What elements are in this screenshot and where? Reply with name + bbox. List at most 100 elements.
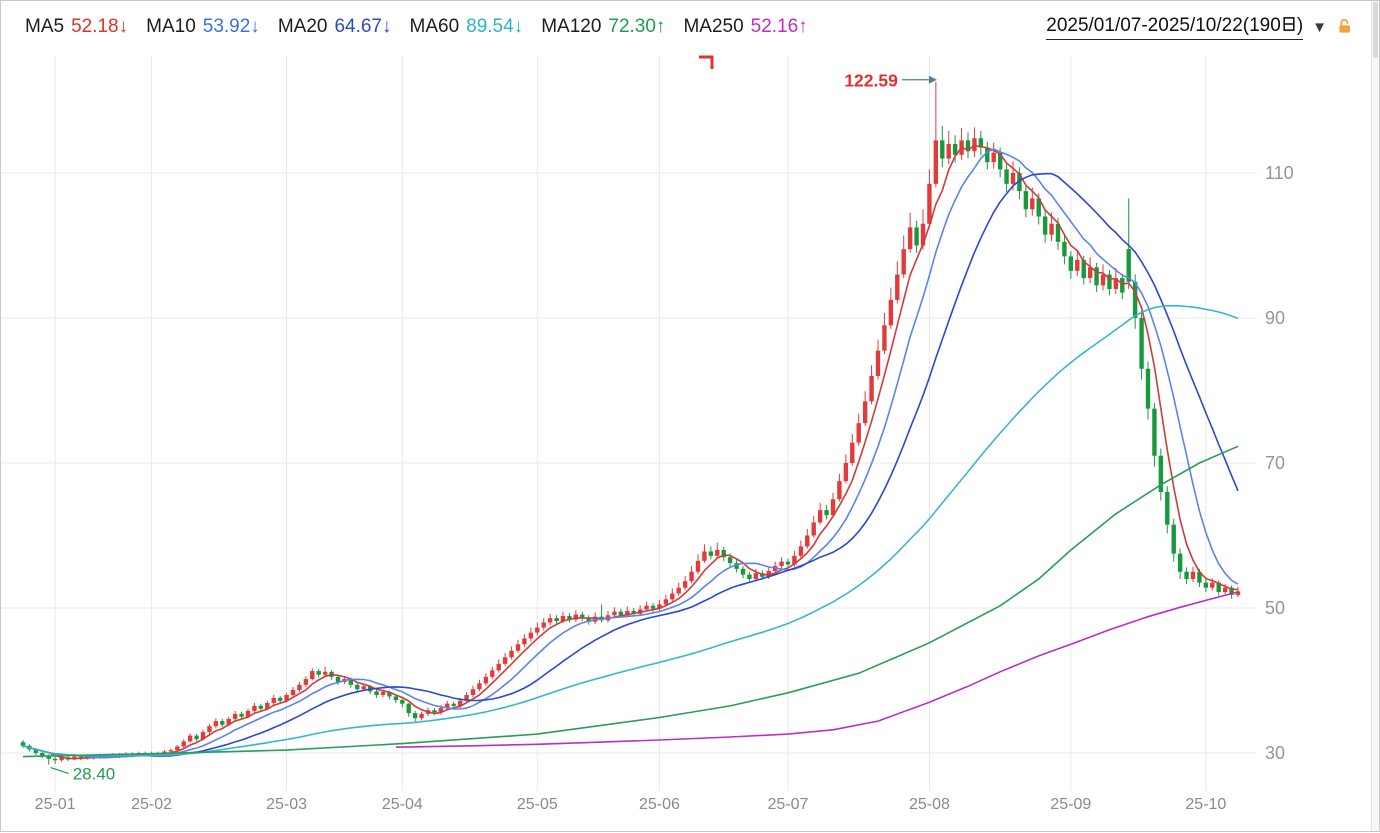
candle-body (226, 718, 231, 725)
candle-body (965, 140, 971, 152)
x-tick-label: 25-02 (131, 796, 172, 813)
candle-body (586, 618, 591, 622)
candle-body (445, 703, 450, 709)
candle-body (187, 735, 193, 742)
candle-body (670, 593, 675, 600)
candle-body (850, 442, 855, 463)
candle-body (412, 713, 418, 719)
candle-body (1023, 191, 1029, 210)
candle-body (580, 614, 585, 619)
y-tick-label: 30 (1265, 743, 1285, 763)
y-tick-label: 50 (1265, 598, 1285, 618)
candle-body (927, 183, 932, 224)
scrollbar[interactable] (1371, 1, 1379, 831)
low-price-annotation: 28.40 (73, 765, 116, 784)
candle-body (985, 147, 990, 163)
candle-body (20, 742, 26, 746)
candle-body (702, 551, 707, 561)
candle-body (483, 676, 489, 684)
candle-body (907, 227, 913, 250)
candle-body (239, 713, 244, 717)
candle-body (284, 695, 289, 701)
candles-layer (20, 81, 1241, 765)
chart-header: MA5 52.18↓ MA10 53.92↓ MA20 64.67↓ MA60 … (1, 1, 1369, 53)
candle-body (1126, 249, 1131, 282)
ma-line-ma10 (22, 148, 1239, 759)
candle-body (843, 463, 849, 482)
candle-body (194, 735, 199, 740)
candle-body (290, 689, 296, 695)
candle-body (1087, 267, 1093, 279)
x-tick-label: 25-10 (1185, 796, 1226, 813)
candle-body (175, 746, 180, 751)
ma-line-ma60 (22, 304, 1239, 757)
candle-body (232, 713, 238, 719)
ma-line-ma5 (22, 144, 1239, 760)
candle-body (52, 758, 58, 761)
candle-body (470, 689, 476, 695)
candle-body (1107, 274, 1112, 289)
y-tick-label: 70 (1265, 453, 1285, 473)
ma10-indicator: MA10 53.92↓ (146, 16, 260, 38)
candle-body (59, 757, 64, 761)
candle-body (734, 563, 739, 569)
date-range-selector[interactable]: 2025/01/07-2025/10/22(190 ) (1046, 15, 1304, 40)
candle-body (316, 671, 321, 675)
candle-body (477, 683, 482, 690)
dropdown-arrow-icon[interactable]: ▼ (1312, 18, 1327, 36)
candle-body (1120, 278, 1125, 293)
candle-body (406, 703, 411, 714)
candle-body (451, 703, 456, 706)
candle-body (1222, 587, 1228, 593)
ma-indicator-list: MA5 52.18↓ MA10 53.92↓ MA20 64.67↓ MA60 … (25, 16, 808, 38)
candle-body (940, 140, 945, 159)
candle-body (895, 274, 900, 300)
candle-body (1062, 241, 1067, 257)
ma20-indicator: MA20 64.67↓ (278, 16, 392, 38)
x-tick-label: 25-03 (266, 796, 307, 813)
candle-body (547, 618, 553, 623)
candle-body (207, 726, 212, 732)
ma10-value: 53.92↓ (202, 16, 260, 37)
candle-body (1139, 318, 1144, 369)
candle-body (181, 741, 186, 747)
candle-body (747, 574, 752, 579)
candle-body (644, 605, 649, 610)
candle-body (1017, 173, 1022, 192)
candle-body (496, 663, 501, 671)
candle-body (625, 610, 630, 616)
candle-body (464, 695, 469, 701)
candle-body (882, 325, 887, 351)
ma5-value: 52.18↓ (71, 16, 129, 37)
ma120-label: MA120 (541, 16, 602, 37)
candle-body (689, 571, 694, 582)
candle-body (1184, 571, 1189, 579)
scrollbar-thumb[interactable] (1373, 2, 1378, 58)
candle-body (1152, 408, 1157, 456)
candle-body (618, 611, 624, 616)
candle-body (1171, 524, 1176, 554)
candle-body (1216, 582, 1221, 593)
candle-body (650, 605, 656, 609)
unlock-icon[interactable] (1336, 17, 1353, 35)
candle-body (258, 705, 264, 709)
candle-body (817, 510, 823, 523)
candle-body (1235, 591, 1241, 595)
candle-body (682, 581, 688, 588)
candle-body (708, 551, 714, 556)
candle-body (535, 627, 540, 633)
candle-body (920, 223, 926, 246)
candle-body (509, 650, 514, 658)
red-corner-mark (699, 55, 714, 69)
candle-body (502, 657, 508, 664)
candle-body (361, 686, 366, 690)
x-tick-label: 25-01 (35, 796, 76, 813)
candle-body (914, 227, 919, 246)
candle-body (245, 710, 251, 717)
candle-body (1010, 173, 1016, 184)
candle-body (1203, 582, 1209, 588)
candle-body (657, 604, 662, 609)
x-tick-label: 25-06 (639, 796, 680, 813)
ma5-indicator: MA5 52.18↓ (25, 16, 128, 38)
